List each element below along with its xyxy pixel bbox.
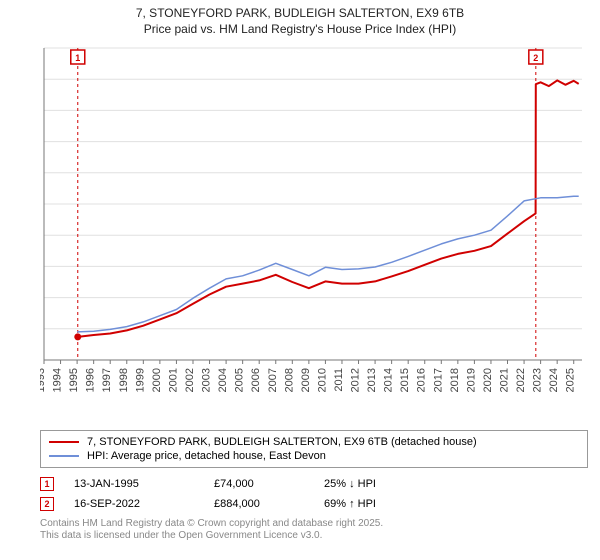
svg-text:1999: 1999 <box>134 368 146 392</box>
svg-text:2012: 2012 <box>350 368 362 392</box>
sale-hpi-delta: 69% ↑ HPI <box>324 498 376 510</box>
svg-text:2011: 2011 <box>333 368 345 392</box>
svg-text:2008: 2008 <box>283 368 295 392</box>
footer-attribution: Contains HM Land Registry data © Crown c… <box>40 518 588 542</box>
svg-text:1: 1 <box>75 53 80 63</box>
svg-text:2024: 2024 <box>548 368 560 392</box>
svg-text:2019: 2019 <box>465 368 477 392</box>
sale-price: £74,000 <box>214 478 304 490</box>
svg-text:2013: 2013 <box>366 368 378 392</box>
legend-swatch <box>49 441 79 443</box>
svg-text:1994: 1994 <box>52 368 64 392</box>
svg-text:2016: 2016 <box>416 368 428 392</box>
footer-line-2: This data is licensed under the Open Gov… <box>40 530 588 542</box>
svg-text:1998: 1998 <box>118 368 130 392</box>
title-line-1: 7, STONEYFORD PARK, BUDLEIGH SALTERTON, … <box>0 6 600 22</box>
svg-text:1997: 1997 <box>101 368 113 392</box>
svg-text:2009: 2009 <box>300 368 312 392</box>
legend-swatch <box>49 455 79 457</box>
sale-price: £884,000 <box>214 498 304 510</box>
legend: 7, STONEYFORD PARK, BUDLEIGH SALTERTON, … <box>40 430 588 468</box>
svg-text:2001: 2001 <box>167 368 179 392</box>
sale-marker: 2 <box>40 497 54 511</box>
legend-label: HPI: Average price, detached house, East… <box>87 450 326 462</box>
sale-row: 2 16-SEP-2022 £884,000 69% ↑ HPI <box>40 494 588 514</box>
svg-text:2021: 2021 <box>499 368 511 392</box>
footer-line-1: Contains HM Land Registry data © Crown c… <box>40 518 588 530</box>
legend-label: 7, STONEYFORD PARK, BUDLEIGH SALTERTON, … <box>87 436 477 448</box>
sale-row: 1 13-JAN-1995 £74,000 25% ↓ HPI <box>40 474 588 494</box>
title-line-2: Price paid vs. HM Land Registry's House … <box>0 22 600 38</box>
svg-text:2023: 2023 <box>532 368 544 392</box>
sale-hpi-delta: 25% ↓ HPI <box>324 478 376 490</box>
svg-text:2014: 2014 <box>383 368 395 392</box>
svg-text:2020: 2020 <box>482 368 494 392</box>
svg-text:1996: 1996 <box>85 368 97 392</box>
svg-text:2022: 2022 <box>515 368 527 392</box>
svg-text:2010: 2010 <box>316 368 328 392</box>
svg-text:2005: 2005 <box>234 368 246 392</box>
svg-text:2018: 2018 <box>449 368 461 392</box>
sale-date: 13-JAN-1995 <box>74 478 194 490</box>
legend-item: HPI: Average price, detached house, East… <box>49 449 579 463</box>
svg-text:2003: 2003 <box>201 368 213 392</box>
svg-text:2004: 2004 <box>217 368 229 392</box>
sale-date: 16-SEP-2022 <box>74 498 194 510</box>
svg-text:2017: 2017 <box>432 368 444 392</box>
sale-marker: 1 <box>40 477 54 491</box>
svg-text:2002: 2002 <box>184 368 196 392</box>
svg-text:1995: 1995 <box>68 368 80 392</box>
svg-text:2007: 2007 <box>267 368 279 392</box>
sales-table: 1 13-JAN-1995 £74,000 25% ↓ HPI 2 16-SEP-2022… <box>40 474 588 514</box>
chart-plot: £0£100K£200K£300K£400K£500K£600K£700K£80… <box>40 44 588 404</box>
svg-text:2025: 2025 <box>565 368 577 392</box>
svg-text:1993: 1993 <box>40 368 47 392</box>
svg-text:2000: 2000 <box>151 368 163 392</box>
chart-container: 7, STONEYFORD PARK, BUDLEIGH SALTERTON, … <box>0 0 600 560</box>
legend-item: 7, STONEYFORD PARK, BUDLEIGH SALTERTON, … <box>49 435 579 449</box>
svg-text:2006: 2006 <box>250 368 262 392</box>
svg-text:2: 2 <box>533 53 538 63</box>
svg-text:2015: 2015 <box>399 368 411 392</box>
chart-title: 7, STONEYFORD PARK, BUDLEIGH SALTERTON, … <box>0 0 600 37</box>
